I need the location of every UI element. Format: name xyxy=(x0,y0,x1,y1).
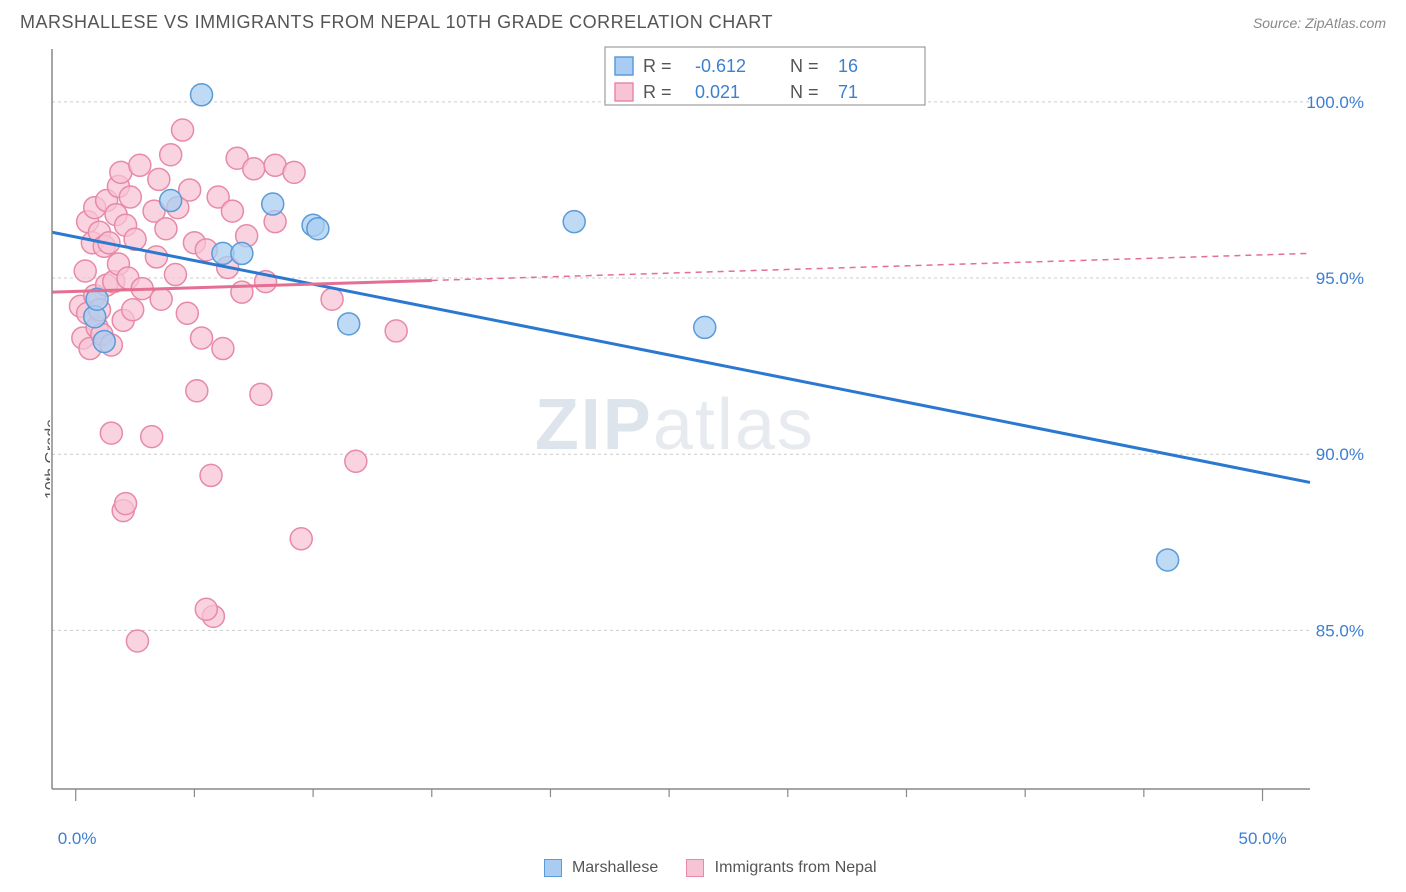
svg-text:16: 16 xyxy=(838,56,858,76)
svg-text:71: 71 xyxy=(838,82,858,102)
svg-text:95.0%: 95.0% xyxy=(1316,269,1364,288)
svg-text:N =: N = xyxy=(790,82,819,102)
legend-label-nepal: Immigrants from Nepal xyxy=(715,859,877,876)
svg-text:-0.612: -0.612 xyxy=(695,56,746,76)
legend-swatch-nepal xyxy=(686,859,704,877)
legend-swatch-marshallese xyxy=(544,859,562,877)
x-tick-label-min: 0.0% xyxy=(58,829,97,849)
svg-text:90.0%: 90.0% xyxy=(1316,445,1364,464)
legend-item-marshallese: Marshallese xyxy=(544,859,659,877)
x-tick-label-max: 50.0% xyxy=(1239,829,1287,849)
legend-item-nepal: Immigrants from Nepal xyxy=(686,859,876,877)
legend-label-marshallese: Marshallese xyxy=(572,859,658,876)
bottom-legend: Marshallese Immigrants from Nepal xyxy=(50,859,1370,877)
svg-text:N =: N = xyxy=(790,56,819,76)
source-attribution: Source: ZipAtlas.com xyxy=(1253,15,1386,31)
svg-text:100.0%: 100.0% xyxy=(1306,93,1364,112)
chart-area: 10th Grade 85.0%90.0%95.0%100.0%R =-0.61… xyxy=(0,39,1406,879)
chart-title: MARSHALLESE VS IMMIGRANTS FROM NEPAL 10T… xyxy=(20,12,773,33)
svg-text:0.021: 0.021 xyxy=(695,82,740,102)
scatter-chart: 85.0% 90.0% 95.0% 100.0% R = -0.612 N = 16 R = 0.… xyxy=(50,39,1370,819)
svg-text:R =: R = xyxy=(643,82,672,102)
svg-text:85.0%: 85.0% xyxy=(1316,621,1364,640)
svg-text:R =: R = xyxy=(643,56,672,76)
chart-header: MARSHALLESE VS IMMIGRANTS FROM NEPAL 10T… xyxy=(0,0,1406,39)
